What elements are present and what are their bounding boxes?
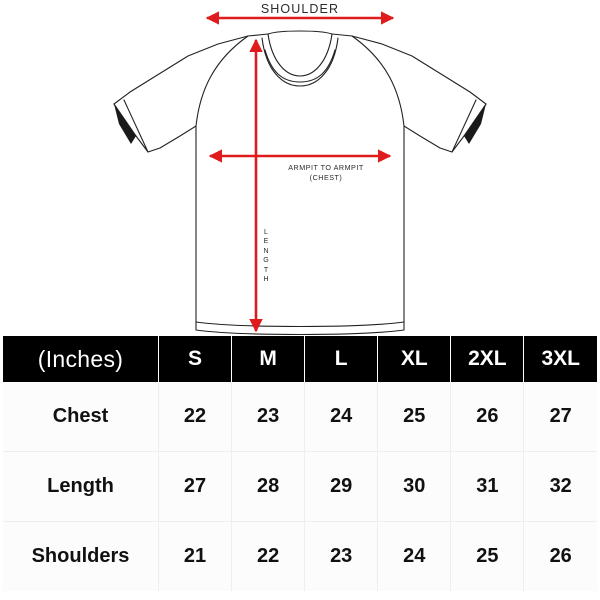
table-row: Chest 22 23 24 25 26 27 [3,382,597,452]
table-col-header-2xl: 2XL [450,336,525,382]
cell-chest-s: 22 [158,382,233,452]
table-header-row: (Inches) S M L XL 2XL 3XL [3,336,597,382]
length-label: L E N G T H [259,228,273,284]
table-col-header-m: M [231,336,306,382]
table-header: (Inches) S M L XL 2XL 3XL [3,336,597,382]
tshirt-outline [113,30,487,336]
cell-length-2xl: 31 [450,451,525,522]
cell-length-m: 28 [231,451,306,522]
collar-inner [261,37,339,87]
table-col-header-xl: XL [377,336,452,382]
cell-chest-l: 24 [304,382,379,452]
chest-label-main: ARMPIT TO ARMPIT [288,163,364,172]
length-letter: H [263,276,269,284]
cell-shoulders-xl: 24 [377,521,452,591]
right-armhole-seam [351,35,405,127]
cell-length-s: 27 [158,451,233,522]
tshirt-illustration [113,11,487,336]
table-col-header-3xl: 3XL [523,336,597,382]
cell-length-3xl: 32 [523,451,597,522]
tshirt-body-path [113,30,487,336]
cell-chest-xl: 25 [377,382,452,452]
collar-rib-line [264,49,336,83]
cell-shoulders-2xl: 25 [450,521,525,591]
cell-chest-3xl: 27 [523,382,597,452]
tshirt-diagram: SHOULDER ARMPIT TO ARMPIT (CHEST) L E N … [113,2,487,336]
table-col-header-s: S [158,336,233,382]
cell-length-l: 29 [304,451,379,522]
left-armhole-seam [195,35,249,127]
chest-label-sub: (CHEST) [309,173,343,182]
chest-label: ARMPIT TO ARMPIT (CHEST) [256,163,396,183]
row-label-length: Length [3,451,159,522]
length-letter: G [263,257,269,265]
right-sleeve-shadow [464,104,486,144]
cell-chest-2xl: 26 [450,382,525,452]
cell-shoulders-m: 22 [231,521,306,591]
left-sleeve-shadow [114,104,136,144]
left-cuff-line [123,99,149,153]
length-letter: N [263,247,269,255]
collar-outer [267,33,333,77]
cell-shoulders-l: 23 [304,521,379,591]
cell-shoulders-s: 21 [158,521,233,591]
length-letter: E [263,238,269,246]
bottom-hem-line [195,321,405,328]
cell-length-xl: 30 [377,451,452,522]
size-chart-table: (Inches) S M L XL 2XL 3XL Chest 22 23 24… [3,336,597,591]
row-label-chest: Chest [3,382,159,452]
right-cuff-line [451,99,477,153]
row-label-shoulders: Shoulders [3,521,159,591]
table-col-header-l: L [304,336,379,382]
length-letter: L [264,229,268,236]
cell-chest-m: 23 [231,382,306,452]
cell-shoulders-3xl: 26 [523,521,597,591]
table-corner-unit-label: (Inches) [3,336,159,382]
table-body: Chest 22 23 24 25 26 27 Length 27 28 29 … [3,382,597,591]
length-letter: T [263,266,269,274]
table-row: Length 27 28 29 30 31 32 [3,451,597,522]
table-row: Shoulders 21 22 23 24 25 26 [3,521,597,591]
shoulder-label: SHOULDER [260,2,340,16]
